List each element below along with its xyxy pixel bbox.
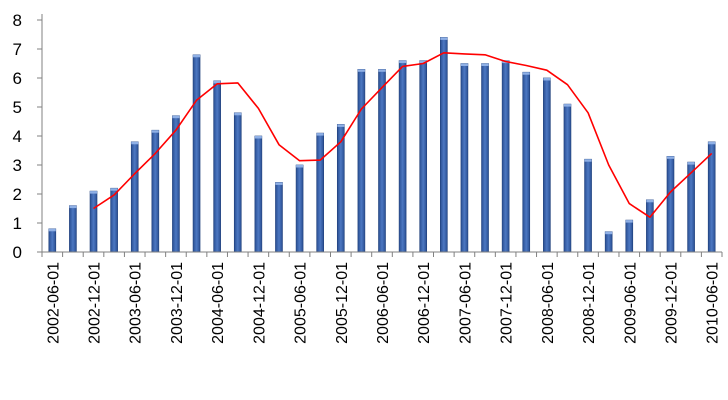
x-tick-label: 2009-06-01 xyxy=(622,262,639,344)
bar-top-highlight xyxy=(399,60,407,64)
y-tick-label: 1 xyxy=(13,214,22,233)
x-tick-label: 2004-06-01 xyxy=(210,262,227,344)
x-tick-label: 2005-12-01 xyxy=(334,262,351,344)
bar xyxy=(316,132,324,253)
y-tick-label: 4 xyxy=(13,127,22,146)
x-tick-label: 2005-06-01 xyxy=(293,262,310,344)
x-axis: 2002-06-01 2002-12-01 2003-06-01 2003-12-01… xyxy=(41,251,723,344)
x-tick-label: 2010-06-01 xyxy=(705,262,722,344)
bar-top-highlight xyxy=(605,231,613,235)
x-tick-label: 2002-06-01 xyxy=(45,262,62,344)
x-tick-label: 2008-06-01 xyxy=(540,262,557,344)
bar-top-highlight xyxy=(357,69,365,72)
x-tick-label: 2007-06-01 xyxy=(457,262,474,344)
bar xyxy=(89,190,98,253)
x-tick-label: 2003-12-01 xyxy=(169,262,186,344)
bar-top-highlight xyxy=(708,141,716,145)
x-tick-label: 2004-12-01 xyxy=(251,262,268,344)
bar-top-highlight xyxy=(460,63,468,66)
x-tick-label: 2008-12-01 xyxy=(581,262,598,344)
bar xyxy=(563,103,572,253)
bar-top-highlight xyxy=(90,191,98,194)
bar-top-highlight xyxy=(275,182,283,185)
bar-top-highlight xyxy=(687,162,695,165)
bar xyxy=(666,156,675,253)
y-tick-label: 3 xyxy=(13,156,22,175)
bar-top-highlight xyxy=(378,69,386,72)
bar xyxy=(48,228,57,253)
bar-top-highlight xyxy=(625,220,633,223)
bar-top-highlight xyxy=(110,188,118,191)
bar xyxy=(481,63,489,253)
bar xyxy=(522,71,531,253)
bar xyxy=(604,231,613,253)
bar xyxy=(440,37,448,253)
bar-top-highlight xyxy=(316,133,324,136)
bar-top-highlight xyxy=(522,72,530,75)
bar-top-highlight xyxy=(193,54,201,58)
bar xyxy=(192,54,201,253)
bar xyxy=(295,164,304,253)
bar xyxy=(172,115,180,253)
bar-top-highlight xyxy=(234,112,242,116)
y-tick-label: 8 xyxy=(13,11,22,30)
bar xyxy=(501,60,510,253)
bar-top-highlight xyxy=(48,228,56,232)
bar-top-highlight xyxy=(666,156,674,159)
bar xyxy=(584,158,592,253)
bar-top-highlight xyxy=(646,199,654,203)
bar-top-highlight xyxy=(151,130,159,133)
bar xyxy=(543,77,551,253)
bar xyxy=(378,69,386,253)
bar-top-highlight xyxy=(254,136,262,139)
bar-top-highlight xyxy=(543,78,551,81)
x-tick-label: 2002-12-01 xyxy=(87,262,104,344)
bar xyxy=(707,141,716,253)
bar-top-highlight xyxy=(419,60,427,64)
y-tick-label: 5 xyxy=(13,98,22,117)
line-series xyxy=(93,52,713,218)
bar-top-highlight xyxy=(337,124,345,127)
bar xyxy=(110,187,118,253)
bar xyxy=(233,112,242,253)
bar xyxy=(213,80,221,253)
bar-top-highlight xyxy=(213,80,221,84)
y-tick-label: 6 xyxy=(13,69,22,88)
bar xyxy=(398,60,407,253)
bar-top-highlight xyxy=(563,104,571,107)
bar xyxy=(419,60,428,253)
bar-top-highlight xyxy=(440,37,448,40)
bar xyxy=(357,69,366,253)
x-tick-label: 2007-12-01 xyxy=(499,262,516,344)
bar-top-highlight xyxy=(172,115,180,119)
x-tick-label: 2006-12-01 xyxy=(416,262,433,344)
bar-top-highlight xyxy=(69,205,77,209)
bar xyxy=(275,182,283,253)
bar xyxy=(151,129,160,253)
bar-series xyxy=(48,37,716,253)
bar xyxy=(69,205,77,253)
bar-top-highlight xyxy=(584,159,592,162)
y-tick-label: 2 xyxy=(13,185,22,204)
bar xyxy=(254,135,263,253)
bar xyxy=(646,199,654,253)
bar-top-highlight xyxy=(131,141,139,145)
bar xyxy=(625,219,634,253)
bar-top-highlight xyxy=(296,165,304,168)
x-tick-label: 2009-12-01 xyxy=(663,262,680,344)
bar xyxy=(130,141,139,253)
y-tick-label: 0 xyxy=(13,243,22,262)
bar xyxy=(460,63,469,253)
y-tick-label: 7 xyxy=(13,40,22,59)
y-axis: 0 1 2 3 4 5 6 7 8 xyxy=(13,11,43,262)
x-tick-label: 2006-06-01 xyxy=(375,262,392,344)
trend-line xyxy=(93,52,713,218)
x-tick-label: 2003-06-01 xyxy=(128,262,145,344)
bar-top-highlight xyxy=(481,63,489,66)
